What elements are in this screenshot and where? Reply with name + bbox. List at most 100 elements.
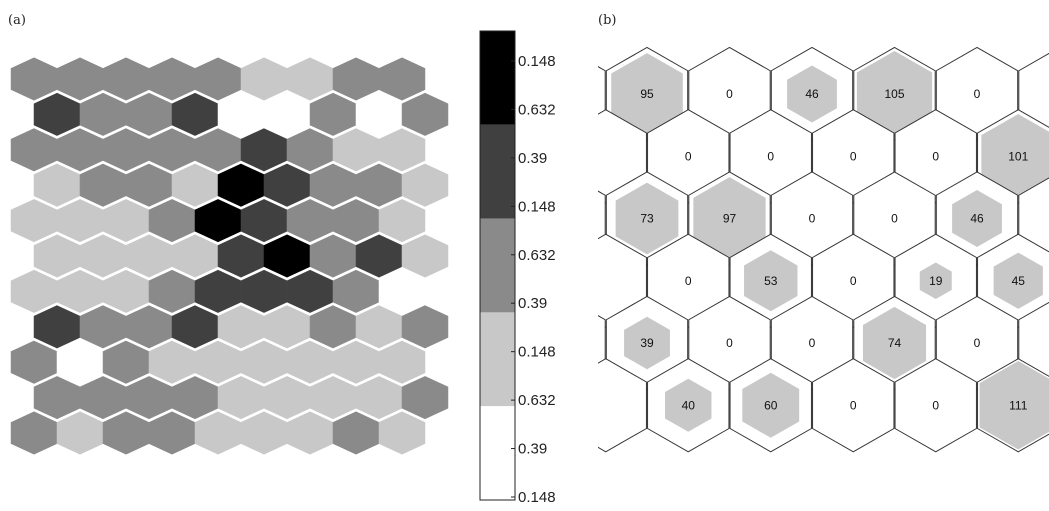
umatrix-cell (355, 376, 403, 420)
umatrix-cell (286, 128, 334, 172)
hits-count-label: 97 (723, 212, 737, 226)
colorbar-segment (480, 124, 515, 219)
hits-count-label: 40 (682, 398, 696, 412)
colorbar-tick-label: 0.148 (518, 53, 556, 70)
hits-marker (856, 51, 933, 137)
hits-count-label: 0 (932, 149, 939, 163)
umatrix-cell (102, 57, 150, 101)
umatrix-cell (148, 340, 196, 384)
umatrix-cell (309, 92, 357, 136)
umatrix-cell (286, 340, 334, 384)
hits-marker (952, 190, 1002, 247)
hits-count-label: 0 (974, 87, 981, 101)
umatrix-cell (332, 269, 380, 313)
hits-marker (744, 250, 798, 312)
hits-count-label: 0 (685, 274, 692, 288)
umatrix-cell (79, 163, 127, 207)
hits-cell (894, 358, 977, 453)
umatrix-cell (33, 234, 81, 278)
umatrix-cell (33, 163, 81, 207)
umatrix-cell (194, 411, 242, 455)
umatrix-cell (79, 92, 127, 136)
colorbar-segment (480, 218, 515, 313)
umatrix-cell (102, 411, 150, 455)
umatrix-cell (401, 305, 449, 349)
hits-cell (688, 46, 771, 142)
umatrix-cell (56, 199, 104, 243)
hits-count-label: 46 (970, 212, 984, 226)
umatrix-cell (148, 128, 196, 172)
colorbar-tick-label: 0.39 (518, 150, 547, 167)
colorbar-tick-label: 0.39 (518, 295, 547, 312)
umatrix-cell (240, 411, 288, 455)
umatrix-cell (33, 305, 81, 349)
umatrix-cell (79, 305, 127, 349)
umatrix-cell (79, 234, 127, 278)
hits-count-label: 0 (685, 149, 692, 163)
umatrix-cell (378, 57, 426, 101)
umatrix-cell (309, 305, 357, 349)
colorbar-tick-label: 0.148 (518, 344, 556, 361)
umatrix-cell (56, 57, 104, 101)
umatrix-cell (171, 92, 219, 136)
umatrix-cell (148, 269, 196, 313)
umatrix-cell (102, 340, 150, 384)
hits-cell (598, 315, 606, 371)
umatrix-cell (10, 57, 58, 101)
umatrix-cell (171, 163, 219, 207)
umatrix-cell (378, 128, 426, 172)
hits-marker (787, 65, 837, 123)
hits-cell (935, 46, 1019, 142)
hits-count-label: 95 (640, 87, 654, 101)
hits-count-label: 0 (726, 336, 733, 350)
umatrix-cell (263, 376, 311, 420)
umatrix-cell (332, 340, 380, 384)
umatrix-cell (332, 199, 380, 243)
hits-count-label: 0 (809, 336, 816, 350)
umatrix-cell (56, 128, 104, 172)
hits-count-label: 19 (929, 274, 943, 288)
umatrix-cell (10, 128, 58, 172)
colorbar-tick-label: 0.148 (518, 489, 556, 506)
hits-marker (624, 316, 670, 370)
umatrix-cell (355, 234, 403, 278)
umatrix-cell (56, 340, 104, 384)
umatrix-cell (10, 411, 58, 455)
hits-count-label: 0 (850, 149, 857, 163)
hits-marker (742, 372, 800, 438)
colorbar-tick-label: 0.632 (518, 392, 556, 409)
colorbar-segment (480, 312, 515, 407)
colorbar: 0.148 0.632 0.39 0.148 0.632 0.39 0.148 0.632 0.… (479, 30, 556, 506)
hits-count-label: 60 (764, 398, 778, 412)
umatrix-cell (263, 92, 311, 136)
umatrix-cell (10, 199, 58, 243)
umatrix-cell (355, 92, 403, 136)
hits-count-label: 101 (1008, 149, 1028, 163)
hits-marker (615, 182, 679, 255)
hits-cell (598, 358, 647, 453)
hits-count-label: 0 (726, 87, 733, 101)
hits-cell (688, 295, 771, 391)
hits-count-label: 105 (884, 87, 904, 101)
colorbar-tick-label: 0.39 (518, 441, 547, 458)
umatrix-cell (125, 234, 173, 278)
umatrix-cell (171, 376, 219, 420)
panel-a-umatrix (10, 57, 449, 455)
umatrix-cell (401, 234, 449, 278)
hits-cell (729, 109, 812, 204)
umatrix-cell (401, 376, 449, 420)
umatrix-cell (194, 199, 242, 243)
umatrix-cell (401, 92, 449, 136)
colorbar-segment (480, 31, 515, 125)
hits-marker (979, 361, 1049, 450)
umatrix-cell (217, 163, 265, 207)
hits-marker (665, 378, 712, 432)
hits-count-label: 0 (809, 212, 816, 226)
umatrix-cell (56, 269, 104, 313)
panel-a-tag: (a) (8, 13, 26, 28)
hits-count-label: 0 (932, 398, 939, 412)
umatrix-cell (125, 376, 173, 420)
umatrix-cell (309, 163, 357, 207)
hits-marker (693, 177, 766, 260)
